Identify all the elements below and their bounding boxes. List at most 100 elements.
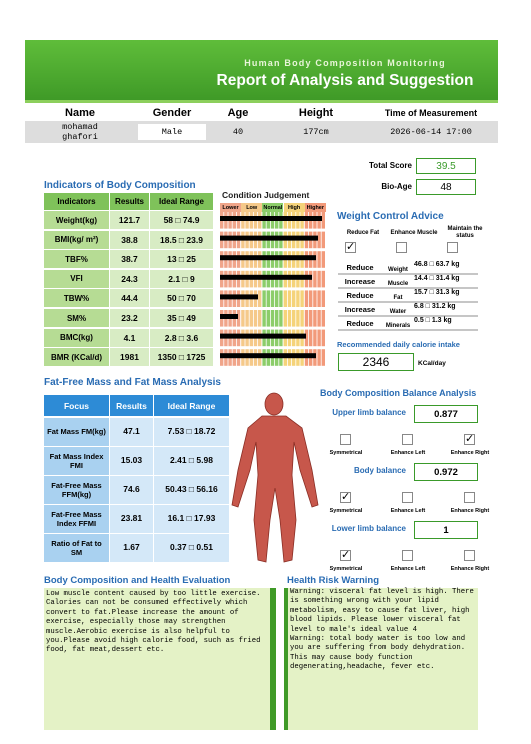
advice-range: 0.5 □ 1.3 kg [414,317,452,324]
section-title: Condition Judgement [222,190,310,200]
table-cell: Fat-Free Mass FFM(kg) [44,476,109,504]
section-title: Health Risk Warning [287,575,380,586]
level-label: Higher [304,203,326,212]
table-cell: BMC(kg) [44,328,109,347]
figure-body [231,415,319,563]
condition-bar [220,274,312,280]
level-cell [270,310,275,327]
advice-item: Fat [393,295,403,301]
option-label: Enhance Right [450,507,490,514]
table-cell: 23.2 [110,309,149,328]
header-banner [25,40,498,103]
condition-bar [220,235,318,241]
advice-item: Muscle [387,281,409,287]
table-cell: 18.5 □ 23.9 [150,230,213,249]
option-label: Enhance Left [390,565,426,572]
option-label: Symmetrical [329,565,363,572]
level-cell [236,310,241,327]
section-title: Fat-Free Mass and Fat Mass Analysis [44,377,221,388]
section-title: Indicators of Body Composition [44,180,196,191]
advice-action: Reduce [346,262,374,272]
level-cell [317,349,321,366]
table-cell: BMI(kg/ m²) [44,230,109,249]
checkbox [340,434,351,445]
level-cell [304,310,309,327]
table-cell: BMR (KCal/d) [44,348,109,367]
advice-item: Water [389,309,407,315]
table-cell: 24.3 [110,269,149,288]
table-cell: TBF% [44,250,109,269]
option-label: Symmetrical [329,449,363,456]
table-cell: 1.67 [110,534,153,562]
calorie-unit: KCal/day [418,360,446,367]
checkbox [402,492,413,503]
advice-item: Weight [388,267,408,273]
bioage-label: Bio-Age [381,182,412,191]
option-label: Maintain the status [447,226,483,239]
level-cell [317,251,321,268]
level-cell [309,290,313,307]
table-cell: Fat Mass FM(kg) [44,418,109,446]
table-cell: Ratio of Fat to SM [44,534,109,562]
level-cell [283,310,287,327]
text-box: Warning: visceral fat level is high. The… [288,588,478,730]
balance-value: 1 [414,521,478,539]
table-cell: 13 □ 25 [150,250,213,269]
condition-bar [220,353,316,359]
balance-label: Upper limb balance [332,408,406,417]
advice-item: Minerals [385,323,411,329]
table-cell: 2.8 □ 3.6 [150,328,213,347]
level-cell [313,290,317,307]
table-cell: Weight(kg) [44,211,109,230]
level-label: Lower [220,203,241,212]
info-header: Height [298,107,334,119]
table-cell: 74.6 [110,476,153,504]
level-cell [262,290,266,307]
section-title: Body Composition Balance Analysis [320,388,477,398]
info-header: Age [227,107,249,119]
info-value: Male [138,124,206,140]
level-cell [321,310,325,327]
table-cell: VFI [44,269,109,288]
title: Report of Analysis and Suggestion [216,72,474,89]
table-cell: 1350 □ 1725 [150,348,213,367]
level-cell [321,212,325,229]
divider [284,588,288,730]
table-cell: 16.1 □ 17.93 [154,505,229,533]
divider [270,588,276,730]
table-cell: 121.7 [110,211,149,230]
level-cell [321,270,325,288]
level-cell [304,329,309,347]
level-cell [258,310,262,327]
info-header: Gender [152,107,192,119]
table-cell: 0.37 □ 0.51 [154,534,229,562]
table-cell: 2.1 □ 9 [150,269,213,288]
level-cell [321,329,325,347]
balance-label: Body balance [353,466,406,475]
condition-bar [220,216,322,221]
table-cell: 38.7 [110,250,149,269]
figure-head [264,392,284,416]
level-cell [321,290,325,307]
advice-action: Reduce [346,290,374,300]
level-cell [304,290,309,307]
option-label: Enhance Left [390,507,426,514]
table-cell: 4.1 [110,328,149,347]
level-cell [317,329,321,347]
level-cell [270,290,275,307]
table-header: Ideal Range [150,193,213,210]
table-cell: 15.03 [110,447,153,475]
checkbox: ✓ [340,549,351,561]
info-value: mohamad ghafori [62,122,98,142]
advice-action: Reduce [346,318,374,328]
table-cell: 44.4 [110,289,149,308]
level-cell [262,310,266,327]
table-header: Ideal Range [154,395,229,416]
section-title: Weight Control Advice [337,211,444,222]
table-cell: 2.41 □ 5.98 [154,447,229,475]
table-header: Results [110,193,149,210]
section-title: Body Composition and Health Evaluation [44,575,231,586]
level-cell [321,349,325,366]
table-cell: 58 □ 74.9 [150,211,213,230]
